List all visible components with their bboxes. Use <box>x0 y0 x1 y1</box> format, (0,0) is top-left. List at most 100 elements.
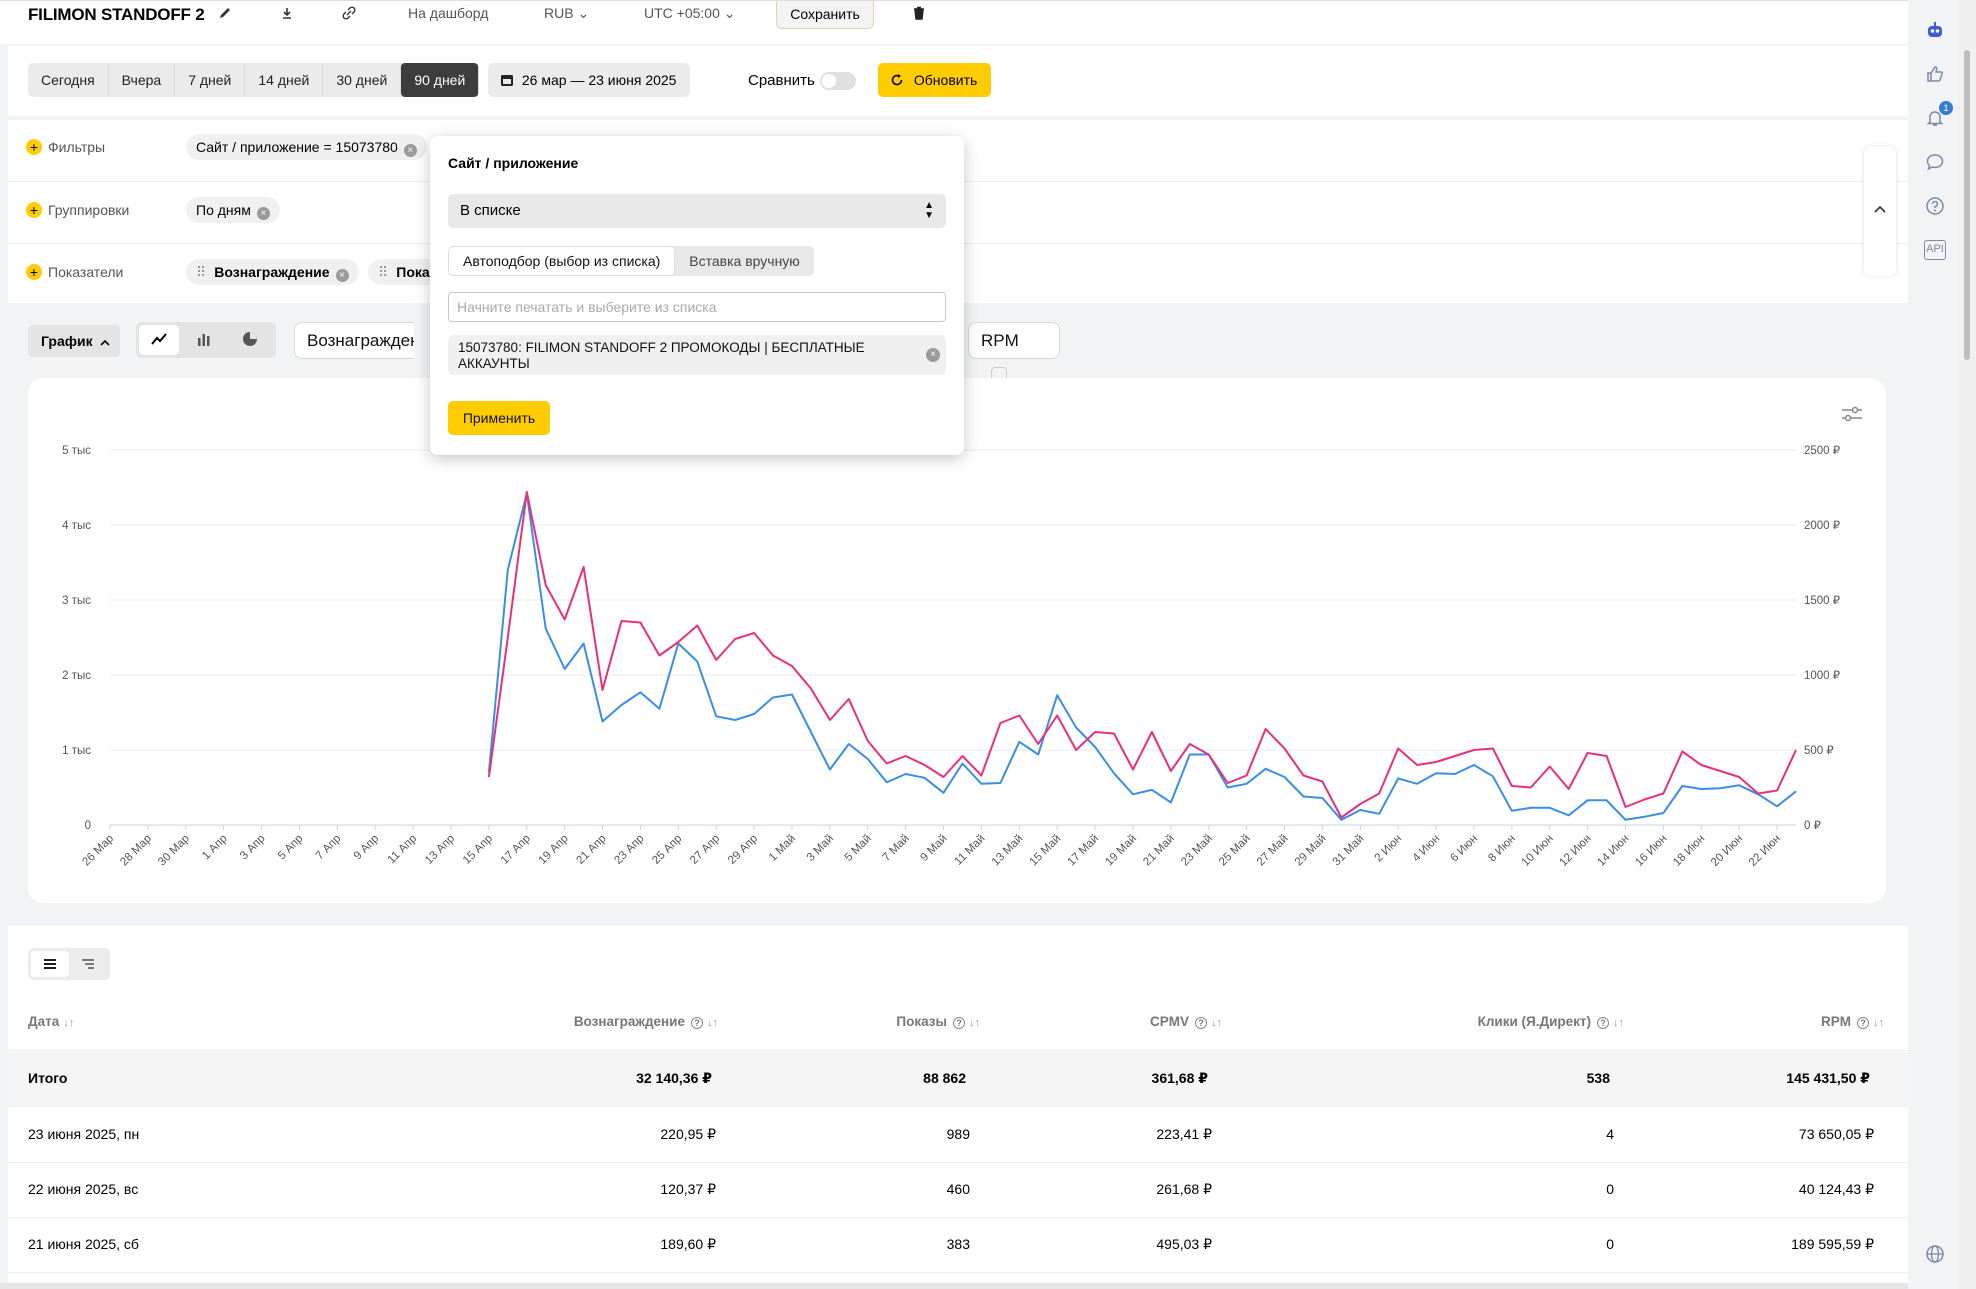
apply-button[interactable]: Применить <box>448 401 550 435</box>
link-icon[interactable] <box>340 6 358 24</box>
column-header-rpm[interactable]: RPM? ↓↑ <box>1821 1014 1884 1029</box>
filter-chip-text: Сайт / приложение = 15073780 <box>196 139 398 155</box>
period-90-days-button[interactable]: 90 дней <box>401 63 480 97</box>
row-impressions: 383 <box>946 1236 970 1252</box>
pencil-icon[interactable] <box>216 6 234 24</box>
close-icon[interactable]: × <box>926 348 940 362</box>
calendar-icon <box>500 65 514 99</box>
metric-chip[interactable]: ⠿ Вознаграждение × <box>186 259 359 285</box>
globe-icon[interactable] <box>1924 1244 1946 1266</box>
right-rail: API <box>1908 0 1958 1289</box>
close-icon[interactable]: × <box>335 269 349 282</box>
drag-handle-icon[interactable]: ⠿ <box>196 264 207 280</box>
add-filter-icon[interactable]: + <box>26 139 42 155</box>
table-row: 23 июня 2025, пн 220,95 ₽ 989 223,41 ₽ 4… <box>8 1108 1908 1163</box>
timezone-select[interactable]: UTC +05:00 ⌄ <box>644 5 736 22</box>
add-metric-icon[interactable]: + <box>26 264 42 280</box>
table-row: 21 июня 2025, сб 189,60 ₽ 383 495,03 ₽ 0… <box>8 1218 1908 1273</box>
list-view-icon[interactable] <box>31 951 69 977</box>
currency-value: RUB <box>544 5 574 21</box>
table-header-row: Дата ↓↑ Вознаграждение? ↓↑ Показы? ↓↑ CPMV?… <box>8 996 1908 1051</box>
filter-chip[interactable]: Сайт / приложение = 15073780 × <box>186 134 427 160</box>
chart-metric-rpm-label: RPM <box>981 331 1019 350</box>
horizontal-scrollbar[interactable] <box>0 1283 1908 1289</box>
trash-icon[interactable] <box>910 6 928 24</box>
y-left-tick-label: 2 тыс <box>62 670 91 682</box>
line-chart-icon[interactable] <box>139 325 179 355</box>
y-left-tick-label: 3 тыс <box>62 595 91 607</box>
select-arrows-icon: ▲ ▼ <box>924 200 934 221</box>
row-impressions: 989 <box>946 1126 970 1142</box>
period-today-button[interactable]: Сегодня <box>28 63 109 97</box>
period-7-days-button[interactable]: 7 дней <box>175 63 246 97</box>
collapse-panel-button[interactable] <box>1864 146 1896 276</box>
row-date: 22 июня 2025, вс <box>28 1181 139 1197</box>
help-icon[interactable]: ? <box>1195 1017 1207 1029</box>
sort-icon[interactable]: ↓↑ <box>1873 1017 1884 1029</box>
tab-autocomplete[interactable]: Автоподбор (выбор из списка) <box>448 246 676 276</box>
assistant-robot-icon[interactable] <box>1924 20 1946 42</box>
period-yesterday-button[interactable]: Вчера <box>109 63 176 97</box>
vertical-scrollbar[interactable] <box>1958 0 1976 1289</box>
y-left-tick-label: 0 <box>85 820 91 832</box>
tree-view-icon[interactable] <box>69 951 107 977</box>
compare-toggle[interactable] <box>820 72 856 90</box>
chat-icon[interactable] <box>1924 152 1946 174</box>
column-header-reward[interactable]: Вознаграждение? ↓↑ <box>574 1014 718 1029</box>
refresh-button[interactable]: Обновить <box>878 63 992 97</box>
save-button[interactable]: Сохранить <box>776 1 874 29</box>
sort-icon[interactable]: ↓↑ <box>63 1017 75 1029</box>
x-tick-label: 16 Июн <box>1633 833 1669 869</box>
x-tick-label: 11 Апр <box>386 833 420 867</box>
column-header-date[interactable]: Дата ↓↑ <box>28 1014 74 1029</box>
help-icon[interactable]: ? <box>1597 1017 1609 1029</box>
total-clicks: 538 <box>1586 1070 1610 1086</box>
site-search-input[interactable] <box>448 292 946 322</box>
x-tick-label: 6 Июн <box>1448 833 1480 865</box>
x-tick-label: 15 Апр <box>461 833 495 867</box>
metric-chip[interactable]: ⠿ Пока <box>368 259 438 285</box>
sort-icon[interactable]: ↓↑ <box>969 1017 980 1029</box>
graph-toggle-button[interactable]: График <box>28 325 120 357</box>
column-header-impressions[interactable]: Показы? ↓↑ <box>896 1014 980 1029</box>
groupings-label[interactable]: Группировки <box>48 202 130 218</box>
drag-handle-icon[interactable]: ⠿ <box>378 264 389 280</box>
sort-icon[interactable]: ↓↑ <box>1211 1017 1222 1029</box>
sort-icon[interactable]: ↓↑ <box>1613 1017 1624 1029</box>
condition-select[interactable]: В списке ▲ ▼ <box>448 194 946 228</box>
date-range-picker[interactable]: 26 мар — 23 июня 2025 <box>488 63 691 99</box>
pie-chart-icon[interactable] <box>230 325 270 355</box>
thumbs-up-icon[interactable] <box>1924 64 1946 86</box>
close-icon[interactable]: × <box>256 207 270 220</box>
filters-label[interactable]: Фильтры <box>48 139 106 155</box>
help-icon[interactable]: ? <box>953 1017 965 1029</box>
close-icon[interactable]: × <box>403 144 417 157</box>
refresh-label: Обновить <box>913 72 978 88</box>
total-rpm: 145 431,50 ₽ <box>1786 1070 1870 1086</box>
api-icon[interactable]: API <box>1924 240 1946 260</box>
period-30-days-button[interactable]: 30 дней <box>323 63 402 97</box>
grouping-chip[interactable]: По дням × <box>186 197 280 223</box>
chart-metric-select[interactable]: Вознагражден <box>294 322 414 359</box>
column-header-clicks[interactable]: Клики (Я.Директ)? ↓↑ <box>1478 1014 1624 1029</box>
tab-manual-input[interactable]: Вставка вручную <box>689 253 800 269</box>
bar-chart-icon[interactable] <box>185 325 225 355</box>
column-header-cpmv[interactable]: CPMV? ↓↑ <box>1150 1014 1222 1029</box>
help-icon[interactable]: ? <box>691 1017 703 1029</box>
dashboard-link[interactable]: На дашборд <box>408 5 489 21</box>
download-icon[interactable] <box>278 6 296 24</box>
period-14-days-button[interactable]: 14 дней <box>245 63 324 97</box>
bell-icon[interactable] <box>1924 108 1946 130</box>
x-tick-label: 15 Май <box>1028 833 1064 869</box>
metrics-label[interactable]: Показатели <box>48 264 124 280</box>
help-icon[interactable] <box>1924 196 1946 218</box>
help-icon[interactable]: ? <box>1857 1017 1869 1029</box>
x-tick-label: 3 Май <box>805 833 836 864</box>
chart-settings-icon[interactable] <box>1840 404 1864 428</box>
x-tick-label: 27 Май <box>1255 833 1291 869</box>
add-grouping-icon[interactable]: + <box>26 202 42 218</box>
scrollbar-thumb[interactable] <box>1964 50 1970 360</box>
chart-metric-rpm[interactable]: RPM <box>968 322 1060 383</box>
sort-icon[interactable]: ↓↑ <box>707 1017 718 1029</box>
currency-select[interactable]: RUB ⌄ <box>544 5 589 22</box>
